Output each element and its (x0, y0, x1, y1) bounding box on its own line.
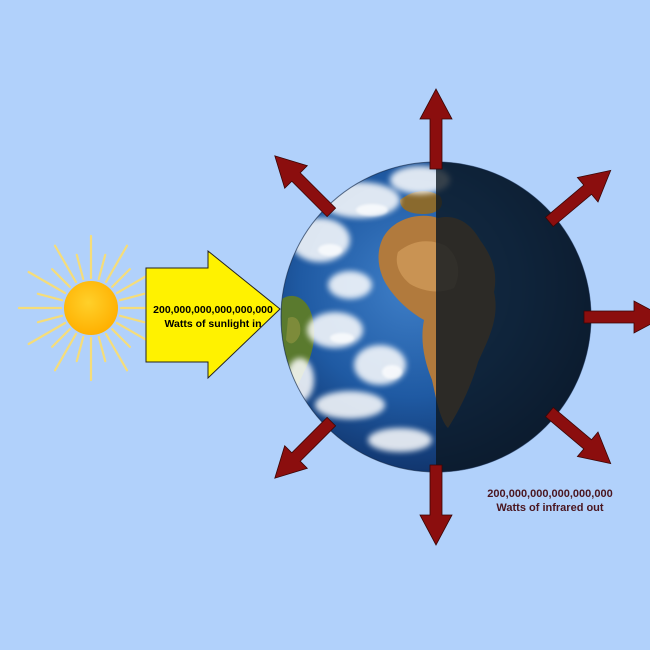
infrared-arrow-bottom (419, 464, 453, 546)
sun-ray (118, 292, 146, 302)
sun-ray (75, 335, 85, 363)
sunlight-in-amount: 200,000,000,000,000,000 (153, 304, 273, 316)
sun-ray (51, 328, 71, 348)
infrared-out-arrows (274, 88, 650, 546)
sun-ray (111, 268, 131, 288)
infrared-arrow-top-left (274, 155, 337, 218)
sun-core (64, 281, 118, 335)
sun-ray (97, 335, 107, 363)
infrared-out-caption: Watts of infrared out (496, 502, 604, 514)
sun-ray (118, 314, 146, 324)
sunlight-in-caption: Watts of sunlight in (164, 318, 262, 330)
sun-ray (27, 270, 67, 295)
sun-ray (104, 332, 129, 372)
sun-ray (36, 292, 64, 302)
sun-ray (53, 244, 78, 284)
infrared-arrow-bottom-right (544, 406, 612, 465)
sunlight-in-arrow (145, 249, 281, 380)
sun-ray (51, 268, 71, 288)
sun-ray (104, 244, 129, 284)
infrared-arrow-bottom-left (274, 416, 337, 479)
infrared-arrow-right (583, 300, 650, 334)
infrared-arrow-top-right (544, 169, 612, 228)
sun-ray (97, 253, 107, 281)
sun-icon (17, 234, 165, 382)
sunlight-in-label: 200,000,000,000,000,000 Watts of sunligh… (146, 303, 280, 331)
sun-ray (53, 332, 78, 372)
infrared-out-label: 200,000,000,000,000,000 Watts of infrare… (470, 487, 630, 515)
sun-ray (27, 321, 67, 346)
sun-ray (75, 253, 85, 281)
infrared-out-amount: 200,000,000,000,000,000 (487, 488, 613, 500)
infrared-arrow-top (419, 88, 453, 170)
sun-ray (111, 328, 131, 348)
sun-ray (36, 314, 64, 324)
